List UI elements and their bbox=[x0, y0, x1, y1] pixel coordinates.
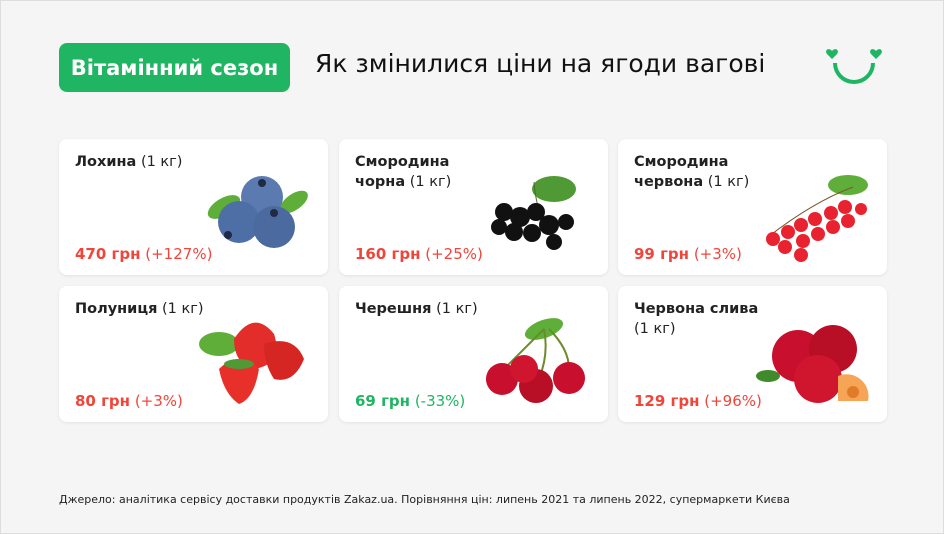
smiley-hearts-logo bbox=[826, 49, 882, 84]
price-value: 69 грн bbox=[355, 392, 411, 410]
berry-name: Смородина червона (1 кг) bbox=[634, 152, 774, 192]
berry-name: Лохина (1 кг) bbox=[75, 152, 215, 172]
berry-unit: (1 кг) bbox=[436, 301, 478, 317]
berry-unit: (1 кг) bbox=[409, 174, 452, 190]
red-plum-image bbox=[756, 325, 869, 403]
price: 69 грн (-33%) bbox=[355, 392, 465, 410]
berry-card: Полуниця (1 кг) 80 грн (+3%) bbox=[59, 286, 328, 422]
berry-card: Черешня (1 кг) 69 грн (-33%) bbox=[339, 286, 608, 422]
berry-title: Червона слива bbox=[634, 301, 759, 317]
price-value: 99 грн bbox=[634, 245, 690, 263]
berry-title: Черешня bbox=[355, 301, 432, 317]
price: 470 грн (+127%) bbox=[75, 245, 212, 263]
berry-name: Смородина чорна (1 кг) bbox=[355, 152, 495, 192]
price-change: (+3%) bbox=[134, 392, 183, 410]
blackcurrant-image bbox=[491, 176, 576, 250]
berry-name: Червона слива (1 кг) bbox=[634, 299, 774, 339]
berry-title: Лохина bbox=[75, 154, 137, 170]
berry-unit: (1 кг) bbox=[707, 174, 750, 190]
price-value: 470 грн bbox=[75, 245, 141, 263]
berry-card: Червона слива (1 кг) 129 грн (+96%) bbox=[618, 286, 887, 422]
price-value: 160 грн bbox=[355, 245, 421, 263]
berry-unit: (1 кг) bbox=[162, 301, 204, 317]
cherry-image bbox=[486, 318, 585, 403]
berry-card: Лохина (1 кг) 470 грн (+127%) bbox=[59, 139, 328, 275]
redcurrant-image bbox=[766, 175, 868, 262]
berry-title: Смородина чорна bbox=[355, 154, 450, 190]
price: 80 грн (+3%) bbox=[75, 392, 183, 410]
price-value: 129 грн bbox=[634, 392, 700, 410]
strawberry-image bbox=[199, 322, 304, 404]
berry-card: Смородина червона (1 кг) 99 грн (+3%) bbox=[618, 139, 887, 275]
price: 99 грн (+3%) bbox=[634, 245, 742, 263]
section-badge: Вітамінний сезон bbox=[59, 43, 290, 92]
berry-title: Полуниця bbox=[75, 301, 158, 317]
price-change: (-33%) bbox=[414, 392, 466, 410]
berry-unit: (1 кг) bbox=[140, 154, 183, 170]
price: 160 грн (+25%) bbox=[355, 245, 483, 263]
source-note: Джерело: аналітика сервісу доставки прод… bbox=[59, 493, 790, 506]
price-value: 80 грн bbox=[75, 392, 131, 410]
price: 129 грн (+96%) bbox=[634, 392, 762, 410]
berry-name: Черешня (1 кг) bbox=[355, 299, 495, 319]
page-title: Як змінилися ціни на ягоди вагові bbox=[315, 49, 766, 78]
price-change: (+96%) bbox=[704, 392, 762, 410]
berry-card: Смородина чорна (1 кг) 160 грн (+25%) bbox=[339, 139, 608, 275]
berry-title: Смородина червона bbox=[634, 154, 729, 190]
berry-name: Полуниця (1 кг) bbox=[75, 299, 215, 319]
price-change: (+25%) bbox=[425, 245, 483, 263]
price-change: (+127%) bbox=[145, 245, 213, 263]
blueberry-image bbox=[207, 176, 308, 248]
price-change: (+3%) bbox=[693, 245, 742, 263]
berry-unit: (1 кг) bbox=[634, 321, 676, 337]
